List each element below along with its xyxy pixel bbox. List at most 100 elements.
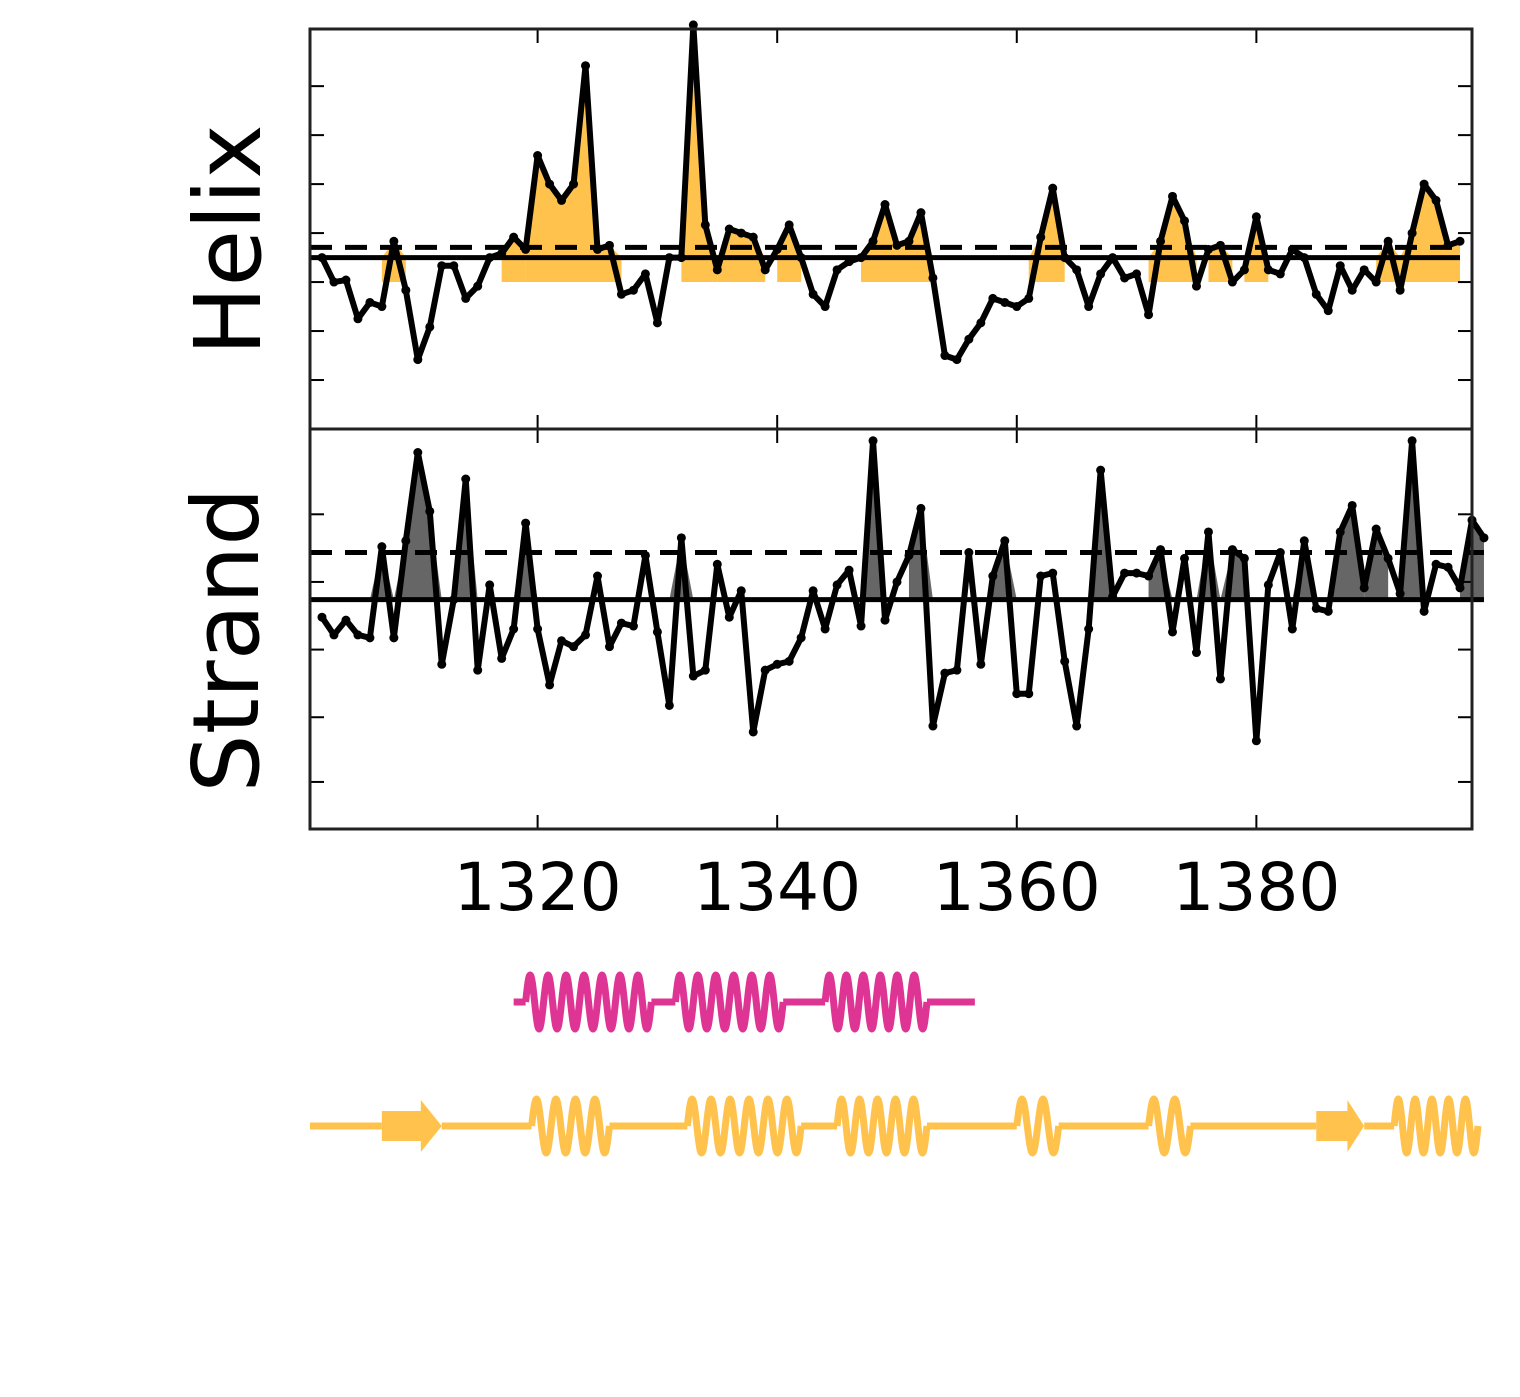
data-point	[461, 293, 471, 303]
data-point	[1036, 232, 1046, 242]
data-point	[353, 630, 363, 640]
data-point	[892, 240, 902, 250]
helix-coil	[1013, 1095, 1063, 1157]
data-point	[413, 355, 423, 365]
data-point	[916, 503, 926, 513]
above-threshold-fill	[525, 65, 598, 283]
data-point	[1132, 568, 1142, 578]
strand-points	[317, 436, 1489, 746]
data-point	[772, 244, 782, 254]
data-point	[353, 314, 363, 324]
data-point	[533, 624, 543, 634]
data-point	[1455, 236, 1465, 246]
data-point	[485, 580, 495, 590]
data-point	[964, 334, 974, 344]
x-tick-labels: 1320 1340 1360 1380	[454, 849, 1341, 926]
data-point	[844, 565, 854, 575]
data-point	[1335, 527, 1345, 537]
helix-coil	[671, 971, 787, 1033]
data-point	[497, 248, 507, 258]
secondary-structure-track-yellow	[310, 1095, 1482, 1157]
data-point	[760, 265, 770, 275]
data-point	[1036, 571, 1046, 581]
secondary-structure-track-pink	[513, 971, 975, 1033]
data-point	[1443, 562, 1453, 572]
data-point	[808, 289, 818, 299]
data-point	[808, 586, 818, 596]
data-point	[1072, 721, 1082, 731]
data-point	[1156, 545, 1166, 555]
data-point	[1407, 228, 1417, 238]
strand-arrow	[1316, 1100, 1365, 1152]
data-point	[784, 656, 794, 666]
helix-coil	[528, 1095, 613, 1157]
data-point	[1251, 736, 1261, 746]
data-point	[1048, 183, 1058, 193]
data-point	[509, 232, 519, 242]
data-point	[1287, 244, 1297, 254]
data-point	[1108, 592, 1118, 602]
data-point	[1203, 244, 1213, 254]
data-point	[748, 727, 758, 737]
data-point	[389, 633, 399, 643]
data-point	[928, 273, 938, 283]
data-point	[449, 595, 459, 605]
data-point	[868, 436, 878, 446]
data-point	[1120, 273, 1130, 283]
data-point	[1012, 302, 1022, 312]
data-point	[437, 261, 447, 271]
data-point	[1000, 536, 1010, 546]
strand-arrow	[381, 1100, 442, 1152]
data-point	[401, 285, 411, 295]
data-point	[760, 665, 770, 675]
data-point	[868, 236, 878, 246]
data-point	[1275, 548, 1285, 558]
data-point	[772, 659, 782, 669]
helix-coil	[1145, 1095, 1194, 1157]
data-point	[1191, 281, 1201, 291]
data-point	[1407, 436, 1417, 446]
data-point	[1419, 179, 1429, 189]
data-point	[652, 627, 662, 637]
data-point	[1239, 265, 1249, 275]
data-point	[1359, 265, 1369, 275]
data-point	[1048, 568, 1058, 578]
data-point	[676, 533, 686, 543]
x-tick-label: 1360	[933, 849, 1101, 926]
data-point	[1371, 277, 1381, 287]
data-point	[413, 448, 423, 458]
data-point	[581, 630, 591, 640]
data-point	[904, 236, 914, 246]
data-point	[604, 240, 614, 250]
data-point	[1072, 265, 1082, 275]
data-point	[652, 318, 662, 328]
data-point	[880, 200, 890, 210]
x-tick-label: 1340	[693, 849, 861, 926]
data-point	[1371, 524, 1381, 534]
data-point	[1060, 253, 1070, 263]
data-point	[521, 244, 531, 254]
above-threshold-fill	[1148, 196, 1197, 283]
data-point	[1144, 571, 1154, 581]
data-point	[664, 253, 674, 263]
helix-coil	[683, 1095, 805, 1157]
data-point	[1215, 240, 1225, 250]
data-point	[1156, 236, 1166, 246]
data-point	[796, 633, 806, 643]
data-point	[1431, 195, 1441, 205]
data-point	[976, 318, 986, 328]
data-point	[1227, 545, 1237, 555]
data-point	[1335, 261, 1345, 271]
data-point	[952, 665, 962, 675]
x-tick-label: 1320	[454, 849, 622, 926]
data-point	[1120, 568, 1130, 578]
data-point	[640, 550, 650, 560]
data-point	[844, 257, 854, 267]
data-point	[1323, 606, 1333, 616]
data-point	[688, 671, 698, 681]
data-point	[1024, 689, 1034, 699]
data-point	[425, 322, 435, 332]
data-point	[449, 261, 459, 271]
data-point	[1323, 306, 1333, 316]
data-point	[533, 151, 543, 161]
